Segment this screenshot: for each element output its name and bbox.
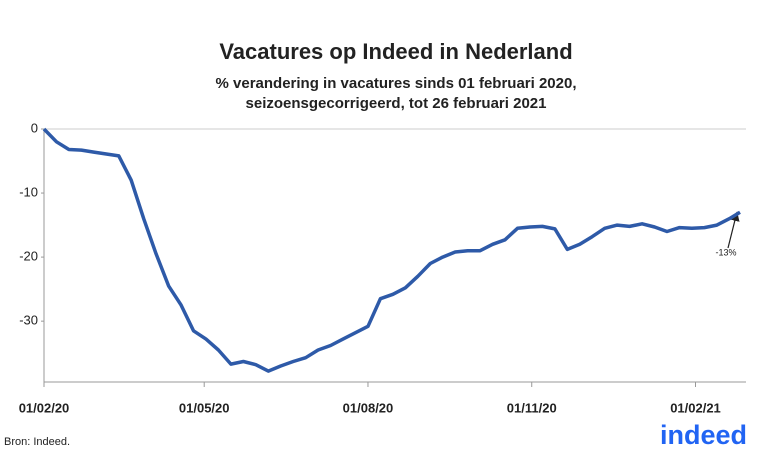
y-tick-label: -30 xyxy=(19,313,38,328)
annotation-arrow xyxy=(727,211,740,249)
x-tick-label: 01/08/20 xyxy=(343,400,394,415)
x-tick-label: 01/11/20 xyxy=(507,400,557,415)
y-tick-label: -10 xyxy=(19,184,38,199)
x-tick-label: 01/02/21 xyxy=(670,400,721,415)
annotation: -13% xyxy=(715,247,736,257)
logo: indeed xyxy=(660,420,747,450)
x-tick-label: 01/02/20 xyxy=(19,400,70,415)
y-tick-label: 0 xyxy=(31,120,38,135)
source: Bron: Indeed. xyxy=(4,436,70,448)
x-tick-label: 01/05/20 xyxy=(179,400,230,415)
line xyxy=(42,127,741,373)
y-tick-label: -20 xyxy=(19,249,38,264)
chart-subtitle: % verandering in vacatures sinds 01 febr… xyxy=(216,75,577,92)
chart-subtitle: seizoensgecorrigeerd, tot 26 februari 20… xyxy=(246,95,547,112)
chart-title: Vacatures op Indeed in Nederland xyxy=(219,39,572,64)
